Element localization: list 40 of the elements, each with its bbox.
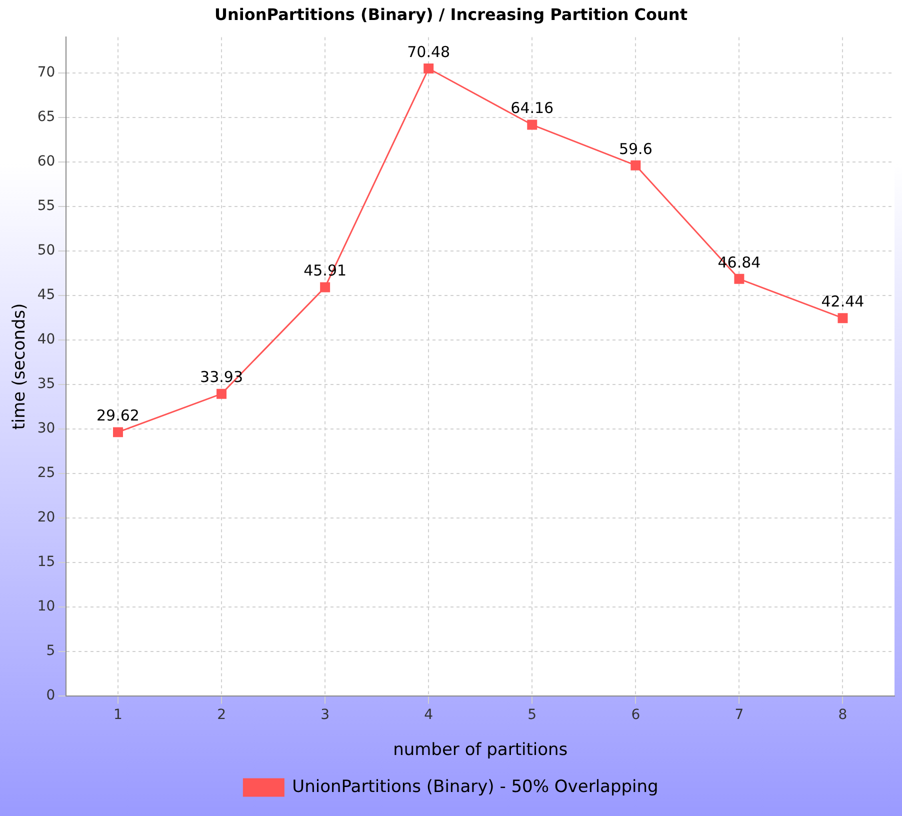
point [838, 313, 848, 324]
point [216, 388, 227, 399]
y-tick-label: 5 [46, 642, 56, 659]
point [527, 120, 538, 130]
x-tick-label: 8 [838, 706, 848, 723]
y-tick-label: 0 [46, 687, 56, 704]
y-tick-label: 10 [37, 598, 56, 614]
x-tick-label: 3 [320, 706, 330, 723]
point [734, 274, 744, 284]
x-tick-label: 1 [114, 706, 122, 723]
point [424, 64, 434, 74]
y-tick-label: 15 [37, 554, 56, 570]
y-tick-label: 30 [37, 420, 56, 436]
point [630, 160, 641, 170]
y-axis-title: time (seconds) [10, 303, 30, 430]
point [320, 282, 330, 292]
y-tick-label: 45 [37, 286, 56, 303]
chart-title: UnionPartitions (Binary) / Increasing Partition Count [214, 4, 688, 24]
data-label: 59.6 [618, 140, 652, 158]
y-tick-label: 60 [37, 153, 56, 170]
data-label: 70.48 [407, 42, 450, 61]
x-tick-label: 4 [424, 706, 434, 723]
data-label: 64.16 [510, 99, 554, 118]
data-label: 42.44 [821, 292, 864, 310]
data-label: 29.62 [96, 406, 140, 425]
y-tick-label: 65 [37, 108, 56, 125]
y-tick-label: 35 [37, 376, 56, 392]
y-tick-label: 55 [37, 198, 56, 214]
x-tick-label: 7 [734, 706, 744, 723]
y-tick-label: 50 [37, 242, 56, 258]
y-tick-label: 40 [37, 331, 56, 348]
legend-label: UnionPartitions (Binary) - 50% Overlapping [292, 776, 658, 797]
y-tick-label: 20 [37, 509, 56, 526]
point [112, 427, 123, 438]
x-tick-label: 6 [631, 706, 640, 723]
x-tick-label: 2 [217, 706, 226, 723]
y-tick-label: 70 [37, 64, 56, 80]
x-tick-label: 5 [528, 706, 537, 723]
x-axis-title: number of partitions [393, 740, 568, 760]
y-tick-label: 25 [37, 464, 56, 481]
